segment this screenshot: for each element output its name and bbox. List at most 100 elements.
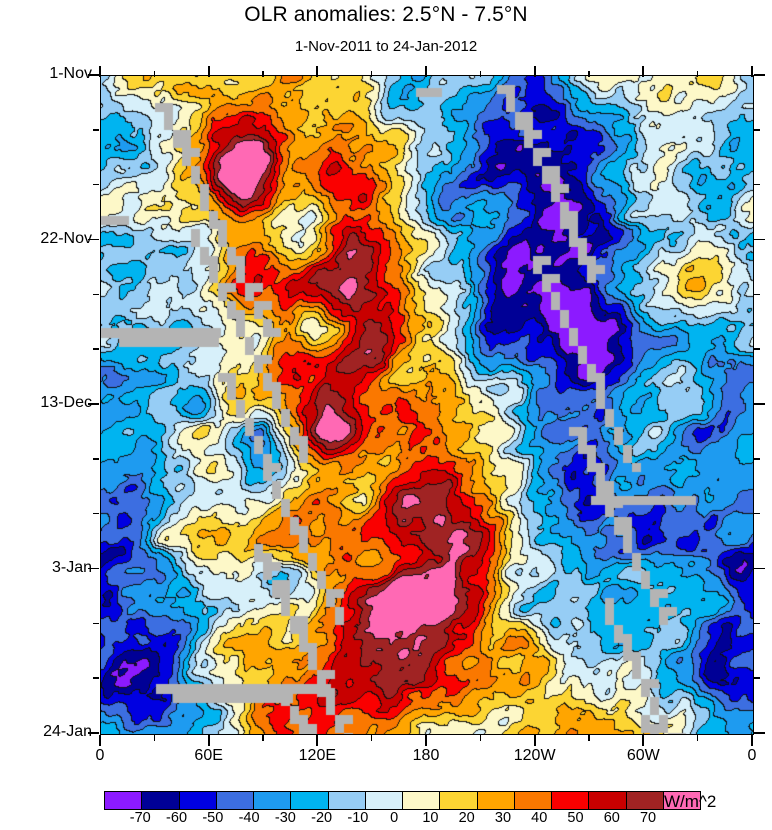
- colorbar-swatch: [142, 792, 180, 809]
- x-axis-tick-label: 0: [747, 747, 757, 764]
- colorbar-swatch: [105, 792, 143, 809]
- x-minor-tick-top: [588, 70, 590, 77]
- x-axis-tick-label: 120E: [298, 747, 337, 764]
- y-axis-tick-label: 13-Dec: [40, 394, 92, 411]
- x-major-tick-top: [316, 65, 319, 77]
- colorbar-swatch: [626, 792, 664, 809]
- chart-subtitle: 1-Nov-2011 to 24-Jan-2012: [294, 38, 478, 55]
- x-minor-tick-top: [153, 70, 156, 77]
- colorbar-swatch: [403, 792, 441, 809]
- page-title: OLR anomalies: 2.5°N - 7.5°N: [244, 3, 528, 26]
- x-axis-tick-label: 60W: [626, 747, 660, 764]
- y-minor-tick: [93, 129, 100, 131]
- y-major-tick-right: [753, 74, 765, 76]
- x-major-tick-top: [751, 65, 753, 77]
- colorbar-swatch: [291, 792, 329, 809]
- y-major-tick-right: [753, 732, 765, 734]
- colorbar-tick-label: -20: [311, 810, 333, 826]
- x-axis-tick-label: 0: [95, 747, 105, 764]
- colorbar-tick-label: -10: [347, 810, 369, 826]
- colorbar-tick-label: -70: [129, 810, 151, 826]
- x-major-tick: [425, 734, 427, 746]
- x-major-tick: [207, 734, 210, 746]
- x-major-tick-top: [533, 65, 536, 77]
- y-major-tick: [88, 238, 100, 241]
- colorbar-tick-label: 0: [390, 810, 399, 826]
- y-minor-tick-right: [753, 622, 760, 625]
- y-minor-tick-right: [753, 458, 760, 460]
- x-minor-tick-top: [370, 70, 373, 77]
- colorbar-swatch: [365, 792, 404, 809]
- colorbar-swatch: [440, 792, 478, 809]
- colorbar-swatch: [514, 792, 553, 809]
- olr-anomaly-heatmap: [101, 76, 753, 734]
- colorbar-swatch: [589, 792, 627, 809]
- x-minor-tick: [370, 734, 373, 741]
- colorbar-tick-label: 60: [603, 810, 620, 826]
- x-minor-tick: [588, 734, 590, 741]
- colorbar-tick-label: 70: [639, 810, 657, 826]
- x-major-tick: [316, 734, 319, 746]
- y-minor-tick: [93, 183, 100, 186]
- y-axis-tick-label: 3-Jan: [51, 558, 92, 576]
- colorbar-swatch: [328, 792, 366, 809]
- x-minor-tick-top: [696, 70, 699, 77]
- x-major-tick: [533, 734, 536, 746]
- x-major-tick: [751, 734, 753, 746]
- y-minor-tick-right: [753, 129, 760, 131]
- x-major-tick-top: [425, 65, 427, 77]
- colorbar-tick-label: 10: [422, 810, 439, 826]
- colorbar-tick-label: -50: [202, 810, 224, 826]
- colorbar-tick-label: -60: [166, 810, 188, 826]
- y-major-tick: [88, 732, 100, 734]
- colorbar-tick-label: 50: [567, 810, 584, 826]
- colorbar-tick-label: 40: [531, 810, 548, 826]
- colorbar-swatch: [663, 792, 701, 809]
- y-axis-tick-label: 1-Nov: [49, 65, 92, 82]
- colorbar-swatch: [254, 792, 292, 809]
- colorbar-swatch: [179, 792, 217, 809]
- x-major-tick-top: [207, 65, 210, 77]
- y-major-tick: [88, 567, 100, 570]
- y-minor-tick-right: [753, 348, 760, 350]
- y-major-tick-right: [753, 238, 765, 241]
- colorbar-units-label: W/m^2: [664, 792, 717, 811]
- y-minor-tick: [93, 293, 100, 296]
- x-minor-tick: [153, 734, 156, 741]
- colorbar-swatch: [216, 792, 255, 809]
- y-minor-tick: [93, 512, 100, 515]
- x-axis-tick-label: 60E: [194, 747, 223, 764]
- colorbar-tick-label: -30: [274, 810, 296, 826]
- y-axis-tick-label: 22-Nov: [40, 229, 92, 247]
- x-major-tick: [642, 734, 645, 746]
- y-minor-tick: [93, 458, 100, 460]
- x-minor-tick-top: [479, 70, 482, 77]
- x-major-tick-top: [642, 65, 645, 77]
- y-major-tick-right: [753, 567, 765, 570]
- plot-area: [100, 75, 754, 735]
- y-minor-tick-right: [753, 183, 760, 186]
- colorbar-swatch: [552, 792, 590, 809]
- y-minor-tick-right: [753, 293, 760, 296]
- y-axis-tick-label: 24-Jan: [43, 723, 92, 740]
- x-minor-tick-top: [262, 70, 264, 77]
- colorbar-tick-label: 30: [494, 810, 512, 826]
- y-minor-tick-right: [753, 512, 760, 515]
- y-major-tick: [88, 74, 100, 76]
- x-major-tick-top: [99, 65, 101, 77]
- x-axis-tick-label: 120W: [513, 747, 556, 764]
- x-axis-tick-label: 180: [412, 747, 440, 764]
- y-major-tick-right: [753, 403, 765, 405]
- colorbar-swatch: [477, 792, 515, 809]
- y-major-tick: [88, 403, 100, 405]
- y-minor-tick: [93, 677, 100, 679]
- colorbar-tick-label: -40: [238, 810, 260, 826]
- x-minor-tick: [262, 734, 264, 741]
- y-minor-tick: [93, 348, 100, 350]
- y-minor-tick: [93, 622, 100, 625]
- colorbar: [104, 791, 702, 810]
- x-minor-tick: [696, 734, 699, 741]
- colorbar-tick-label: 20: [458, 810, 475, 826]
- x-major-tick: [99, 734, 101, 746]
